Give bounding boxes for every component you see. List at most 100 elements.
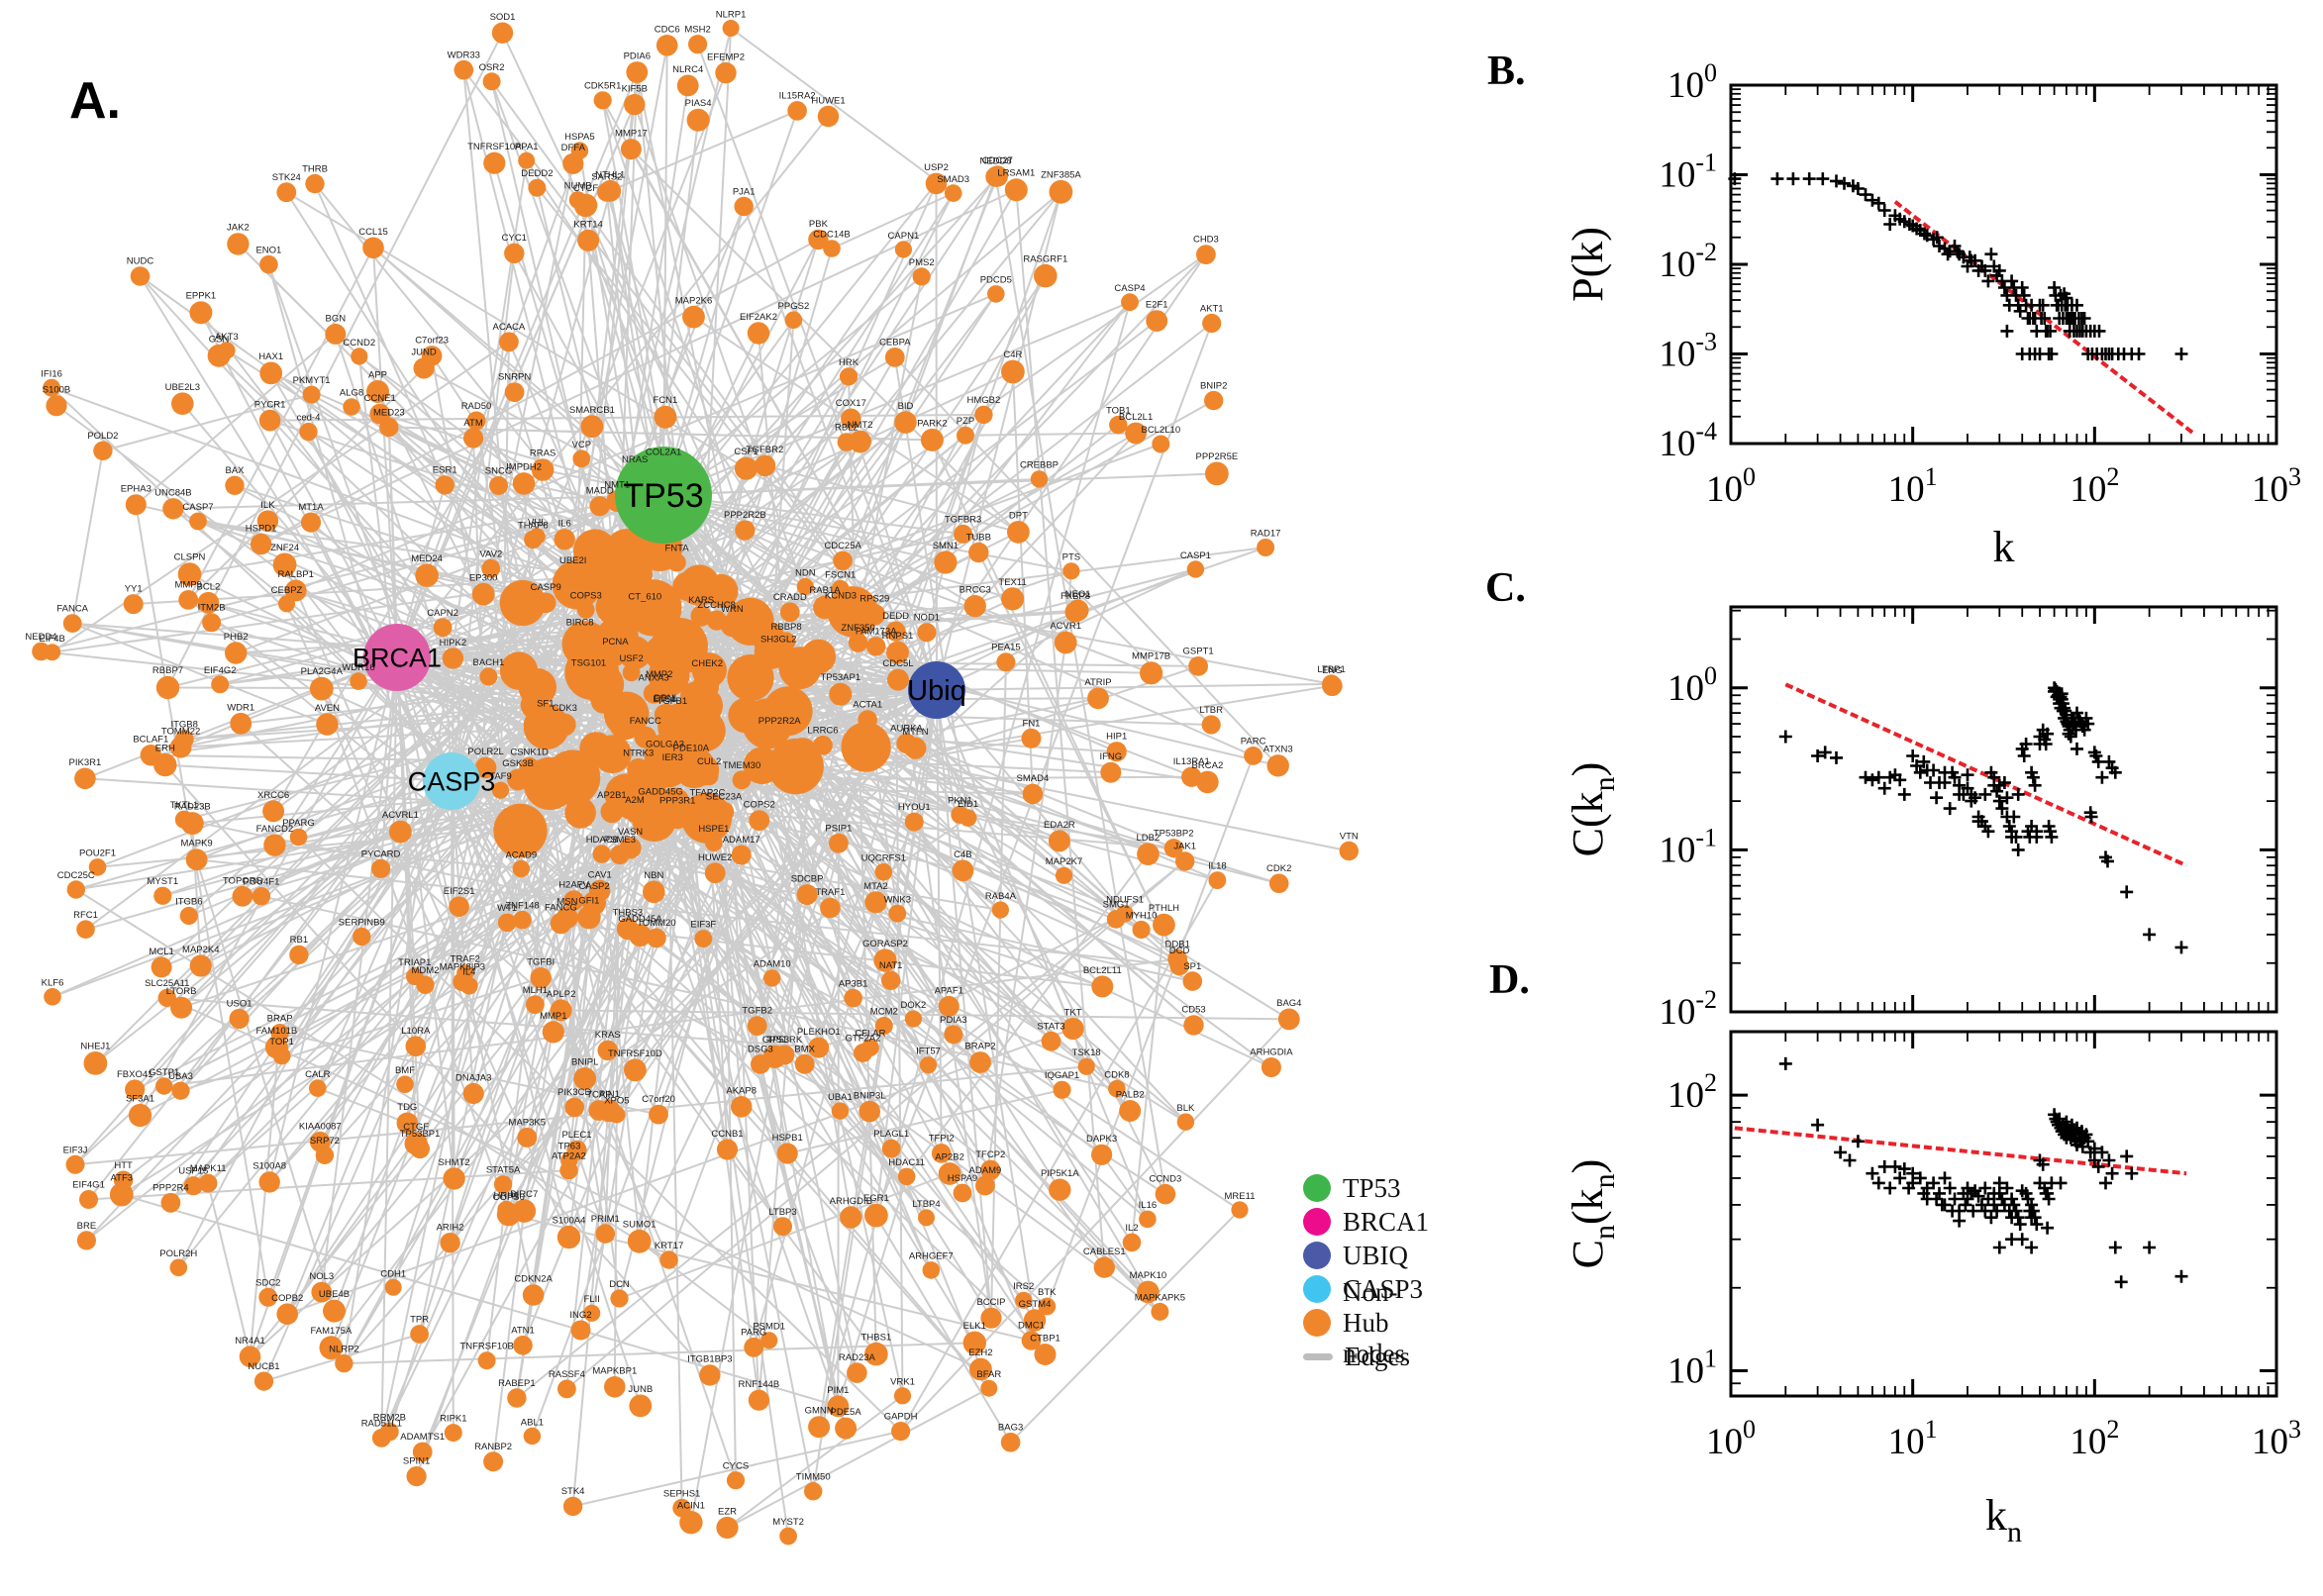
node-label: MAPK10 (1130, 1270, 1167, 1281)
node-label: CTBP1 (1030, 1334, 1060, 1345)
network-edge (764, 464, 1019, 534)
node-label: AP2B1 (597, 790, 627, 801)
network-node (688, 35, 708, 54)
network-edge (925, 632, 1036, 1321)
node-label: UBA3 (168, 1071, 193, 1082)
network-node (157, 988, 176, 1008)
y-tick-label: 10-1 (1659, 823, 1717, 870)
network-node (1077, 1057, 1095, 1075)
node-label: DSG3 (748, 1045, 773, 1055)
hub-label-casp3: CASP3 (408, 766, 496, 796)
network-node (1169, 955, 1189, 976)
network-node (734, 456, 758, 480)
network-edge (166, 996, 819, 1049)
node-label: COPB2 (271, 1293, 303, 1304)
node-label: SPIN1 (403, 1456, 430, 1467)
network-node (171, 392, 194, 416)
network-edge (662, 110, 799, 496)
node-label: RAB4A (985, 891, 1017, 902)
node-label: RRAS (530, 449, 556, 459)
node-label: AKT1 (1200, 303, 1224, 314)
network-node (183, 1176, 203, 1196)
network-node (1021, 728, 1042, 748)
node-label: ZNF350 (841, 623, 874, 634)
x-tick-label: 103 (2252, 462, 2301, 510)
node-label: IMPDH2 (506, 462, 542, 473)
network-edge (803, 821, 916, 1065)
node-label: TP53BP2 (1154, 829, 1194, 840)
network-node (512, 859, 530, 878)
network-edge (297, 836, 902, 1433)
y-tick-label: 101 (1667, 1345, 1717, 1392)
network-node (680, 752, 702, 774)
node-label: BNIPL (571, 1057, 598, 1068)
network-node (820, 897, 841, 919)
node-label: XRCC6 (257, 790, 289, 801)
network-node (699, 766, 719, 786)
node-label: YY1 (125, 584, 143, 595)
network-node (421, 346, 443, 366)
node-label: JUND (411, 348, 436, 358)
node-label: PPP3R1 (659, 796, 695, 807)
node-label: POU4F1 (243, 877, 279, 888)
node-label: MAPK11 (190, 1163, 227, 1174)
node-label: CRADD (773, 592, 807, 603)
node-label: JUNB (628, 1384, 653, 1395)
node-label: BRE (77, 1221, 97, 1232)
network-node (528, 178, 547, 197)
network-edge (1009, 1209, 1241, 1444)
network-node (974, 405, 993, 425)
node-label: GOLGA3 (646, 740, 684, 750)
node-label: OSR2 (479, 62, 505, 73)
node-label: DCD (1169, 946, 1190, 956)
network-node (831, 1102, 850, 1120)
network-edge (267, 263, 466, 974)
node-label: MTFN (902, 727, 929, 738)
node-label: NDN (795, 567, 816, 578)
node-label: PLEKHO1 (797, 1027, 841, 1038)
node-label: KRT14 (573, 219, 602, 230)
network-node (714, 801, 735, 823)
node-label: EZH2 (968, 1347, 992, 1358)
node-label: PYCR1 (254, 399, 286, 410)
plot-c: 100 10-1 10-2 C(kn) (1564, 605, 2278, 1033)
node-label: RFC1 (73, 910, 98, 921)
network-node (934, 550, 958, 574)
node-label: EPPK1 (186, 291, 217, 302)
panel-label-b: B. (1487, 49, 1526, 94)
network-node (894, 411, 917, 434)
network-node (931, 1144, 952, 1163)
network-edge (87, 583, 578, 1201)
network-node (1034, 1344, 1057, 1365)
node-label: CASP4 (1114, 283, 1145, 294)
network-edge (207, 1182, 252, 1357)
network-node (415, 563, 439, 587)
network-node (497, 913, 517, 933)
network-edge (662, 206, 746, 496)
node-label: CDC6 (655, 25, 680, 36)
network-node (605, 647, 626, 667)
network-node (779, 1527, 797, 1546)
network-node (1208, 871, 1227, 889)
node-label: SNCG (485, 466, 512, 477)
node-label: PPP2R4 (152, 1182, 188, 1193)
panel-label-a: A. (69, 72, 121, 130)
node-label: TNFRSF10A (467, 142, 522, 152)
node-label: CCNB1 (711, 1129, 743, 1140)
network-node (665, 805, 689, 830)
network-node (170, 996, 193, 1019)
network-edge (1011, 371, 1034, 794)
node-label: TOPORS (223, 875, 262, 886)
network-edge (531, 655, 820, 1437)
network-node (690, 605, 712, 627)
network-node (44, 988, 61, 1006)
x-axis-title: k (1993, 523, 2015, 571)
network-node (493, 1175, 513, 1194)
network-node (483, 151, 506, 174)
node-label: C4B (954, 849, 971, 860)
node-label: CALR (305, 1069, 330, 1080)
network-node (1186, 560, 1205, 578)
node-label: PIM1 (827, 1385, 849, 1396)
legend-node-swatch (1303, 1242, 1331, 1269)
node-label: EIF3F (690, 920, 716, 931)
